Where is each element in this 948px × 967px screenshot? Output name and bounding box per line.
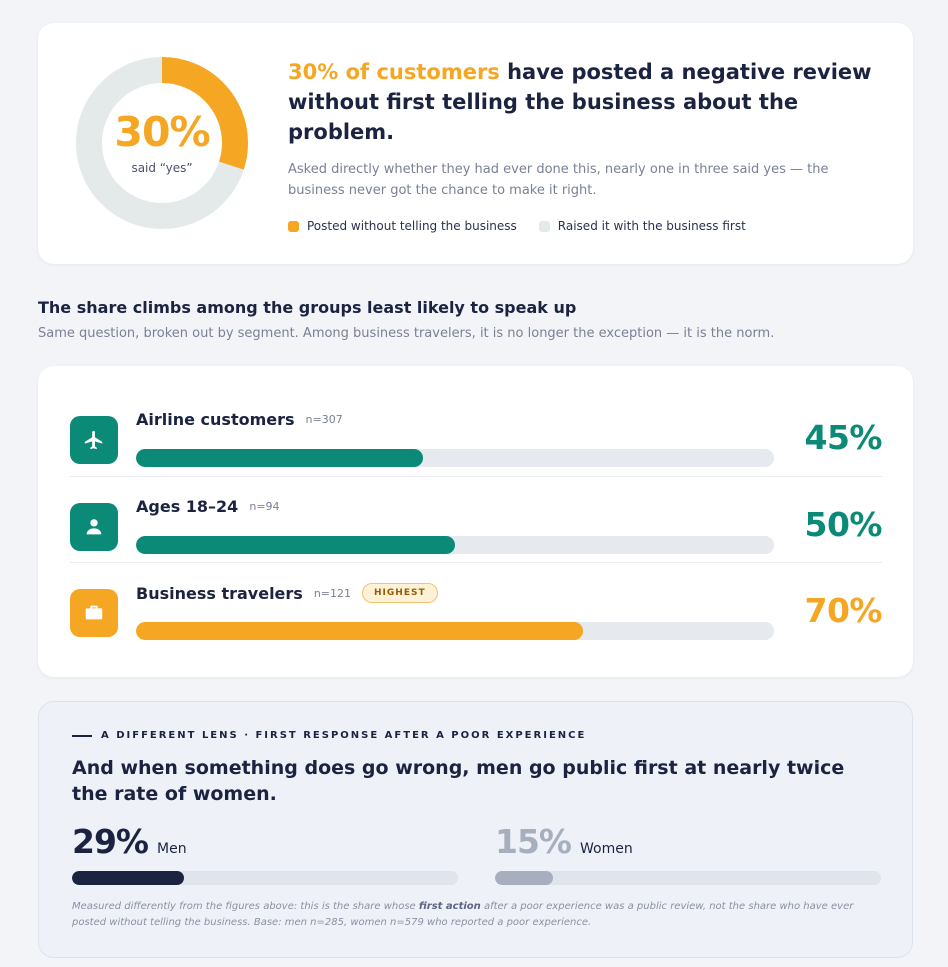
legend: Posted without telling the business Rais… (288, 219, 878, 233)
segment-bar-track (136, 536, 774, 554)
donut-center: 30% said “yes” (75, 56, 249, 230)
legend-item-raised: Raised it with the business first (538, 219, 746, 233)
stat-women: 15% Women (495, 822, 881, 885)
segment-bar-track (136, 622, 774, 640)
stat-bar-fill (72, 871, 184, 885)
lens-title: And when something does go wrong, men go… (72, 757, 845, 805)
stat-label: Men (157, 841, 187, 857)
donut-label: said “yes” (131, 160, 193, 175)
highest-badge: HIGHEST (362, 583, 438, 603)
segment-name: Business travelers (136, 583, 303, 603)
airplane-icon (70, 416, 118, 464)
hero-card: 30% said “yes” 30% of customers have pos… (38, 23, 913, 264)
segment-sample-size: n=307 (305, 413, 343, 426)
segment-row-ages: Ages 18–24 n=94 50% (70, 476, 882, 562)
legend-swatch-raised (538, 220, 550, 232)
segment-label: Business travelers n=121 HIGHEST (136, 583, 438, 603)
segments-card: Airline customers n=307 45% Ages 18–24 n… (38, 366, 913, 677)
segment-sample-size: n=94 (249, 500, 280, 513)
segment-bar-fill (136, 449, 424, 467)
briefcase-icon (70, 589, 118, 637)
footnote-before: Measured differently from the figures ab… (72, 901, 419, 912)
segment-percent: 50% (804, 505, 883, 544)
eyebrow-rule (72, 734, 92, 737)
footnote-after: after a poor experience was a public rev… (72, 901, 854, 928)
stat-bar-track (495, 871, 881, 885)
legend-label-raised: Raised it with the business first (557, 219, 746, 233)
donut-arc (76, 57, 248, 229)
donut-chart (76, 57, 248, 229)
lens-card: A DIFFERENT LENS · FIRST RESPONSE AFTER … (38, 701, 913, 958)
eyebrow-text: A DIFFERENT LENS · FIRST RESPONSE AFTER … (101, 730, 587, 741)
lens-eyebrow: A DIFFERENT LENS · FIRST RESPONSE AFTER … (72, 730, 586, 741)
segment-label: Airline customers n=307 (136, 410, 343, 429)
stat-percent: 29% (72, 822, 149, 861)
legend-item-posted: Posted without telling the business (288, 219, 517, 233)
stat-percent: 15% (495, 822, 572, 861)
headline-accent: 30% of customers (288, 60, 500, 84)
segment-bar-track (136, 449, 774, 467)
segments-title: The share climbs among the groups least … (38, 298, 577, 317)
donut-value: 30% (114, 107, 210, 156)
hero-text: 30% of customers have posted a negative … (288, 57, 878, 233)
segment-row-airline: Airline customers n=307 45% (70, 390, 882, 476)
footnote-emphasis: first action (418, 901, 481, 912)
segment-name: Airline customers (136, 410, 295, 429)
segment-percent: 45% (804, 418, 883, 457)
segment-bar-fill (136, 536, 455, 554)
person-icon (70, 503, 118, 551)
segment-sample-size: n=121 (313, 586, 352, 600)
hero-body: Asked directly whether they had ever don… (288, 162, 829, 198)
segments-subtitle: Same question, broken out by segment. Am… (38, 326, 775, 341)
legend-label-posted: Posted without telling the business (307, 219, 517, 233)
segment-bar-fill (136, 622, 583, 640)
stat-bar-fill (495, 871, 553, 885)
hero-headline: 30% of customers have posted a negative … (288, 57, 878, 147)
segment-row-business: Business travelers n=121 HIGHEST 70% (70, 562, 882, 648)
legend-swatch-posted (288, 220, 299, 232)
headline-rest: have posted a negative review without fi… (288, 60, 872, 144)
stat-label: Women (580, 841, 633, 857)
stat-bar-track (72, 871, 458, 885)
stat-men: 29% Men (72, 822, 458, 885)
segment-percent: 70% (804, 591, 883, 630)
segment-name: Ages 18–24 (136, 497, 239, 516)
lens-footnote: Measured differently from the figures ab… (72, 899, 887, 931)
segment-label: Ages 18–24 n=94 (136, 497, 280, 516)
